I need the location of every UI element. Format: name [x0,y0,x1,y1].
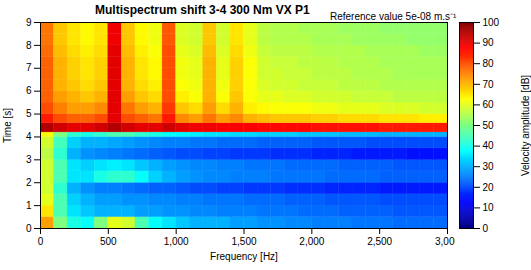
svg-text:0: 0 [483,223,489,234]
svg-text:0: 0 [26,223,32,234]
svg-text:7: 7 [26,62,32,73]
svg-text:90: 90 [483,37,495,48]
svg-text:8: 8 [26,40,32,51]
svg-text:1: 1 [26,200,32,211]
svg-text:500: 500 [100,236,117,247]
svg-text:4: 4 [26,131,32,142]
svg-text:2: 2 [26,177,32,188]
svg-text:Time [s]: Time [s] [2,108,13,143]
svg-text:6: 6 [26,85,32,96]
svg-text:3: 3 [26,154,32,165]
svg-text:2,500: 2,500 [367,236,392,247]
svg-text:60: 60 [483,99,495,110]
svg-text:2,000: 2,000 [299,236,324,247]
svg-text:0: 0 [38,236,44,247]
svg-text:30: 30 [483,161,495,172]
svg-text:3,000: 3,000 [435,236,455,247]
svg-text:80: 80 [483,58,495,69]
svg-text:5: 5 [26,108,32,119]
svg-text:50: 50 [483,120,495,131]
svg-text:9: 9 [26,17,32,28]
svg-text:1,000: 1,000 [164,236,189,247]
html-text:Multispectrum shift 3-4 300 Nm: Multispectrum shift 3-4 300 Nm VX P1 [95,3,310,17]
html-text:Reference value 5e-08 m.s⁻¹: Reference value 5e-08 m.s⁻¹ [330,11,457,22]
svg-text:10: 10 [483,202,495,213]
svg-text:Velocity amplitude [dB]: Velocity amplitude [dB] [520,75,531,176]
svg-text:100: 100 [483,17,500,28]
svg-text:20: 20 [483,182,495,193]
svg-text:Frequency [Hz]: Frequency [Hz] [210,251,278,262]
svg-text:1,500: 1,500 [231,236,256,247]
svg-text:40: 40 [483,140,495,151]
svg-text:70: 70 [483,79,495,90]
